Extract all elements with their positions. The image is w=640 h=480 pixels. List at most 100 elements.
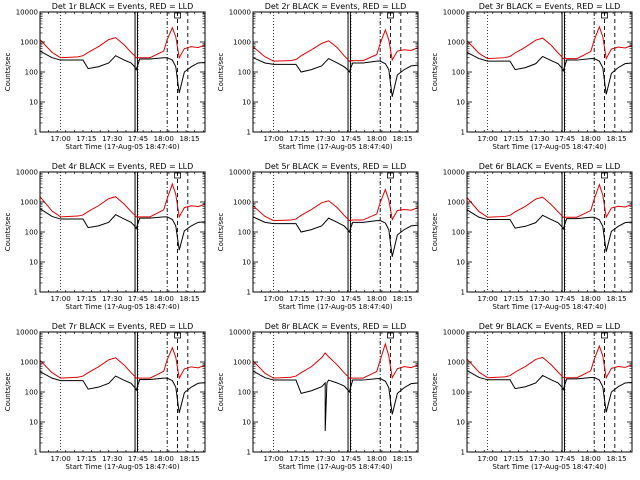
y-tick-label: 10000 [16, 9, 38, 17]
y-axis-label: Counts/sec [4, 213, 12, 252]
y-tick-label: 10 [242, 259, 251, 267]
panel-title: Det 7r BLACK = Events, RED = LLD [52, 322, 194, 331]
lld-series-line [252, 188, 419, 222]
y-tick-label: 10000 [16, 169, 38, 177]
plot-frame [466, 11, 633, 133]
x-tick-label: 17:30 [102, 135, 122, 143]
y-tick-label: 10000 [229, 169, 251, 177]
plot-frame [39, 331, 206, 453]
panel-title: Det 2r BLACK = Events, RED = LLD [265, 2, 407, 11]
y-tick-label: 10000 [229, 329, 251, 337]
panel-title: Det 9r BLACK = Events, RED = LLD [479, 322, 621, 331]
y-tick-label: 10 [242, 419, 251, 427]
y-tick-label: 1000 [20, 39, 38, 47]
x-axis-label: Start Time (17-Aug-05 18:47:40) [492, 463, 606, 471]
y-axis-label: Counts/sec [4, 53, 12, 92]
x-axis-label: Start Time (17-Aug-05 18:47:40) [278, 143, 392, 151]
x-tick-label: 17:00 [264, 455, 284, 463]
panel-title: Det 1r BLACK = Events, RED = LLD [52, 2, 194, 11]
x-tick-label: 17:30 [102, 455, 122, 463]
events-series-line [466, 209, 633, 252]
x-tick-label: 18:00 [367, 455, 387, 463]
detector-panel: Det 5r BLACK = Events, RED = LLD 1 10 100 10… [217, 162, 419, 311]
x-tick-label: 17:30 [529, 455, 549, 463]
x-axis-label: Start Time (17-Aug-05 18:47:40) [492, 143, 606, 151]
plot-frame [466, 171, 633, 293]
y-tick-label: 100 [25, 389, 38, 397]
x-tick-label: 17:15 [289, 455, 309, 463]
detector-panel: Det 4r BLACK = Events, RED = LLD 1 10 100 10… [4, 162, 206, 311]
lld-series-line [252, 342, 419, 380]
y-tick-label: 1000 [20, 359, 38, 367]
x-tick-label: 17:15 [76, 295, 96, 303]
x-tick-label: 18:15 [392, 135, 412, 143]
plot-frame [39, 171, 206, 293]
y-tick-label: 1000 [233, 359, 251, 367]
detector-panel: Det 6r BLACK = Events, RED = LLD 1 10 100 10… [431, 162, 633, 311]
x-tick-label: 18:00 [154, 295, 174, 303]
x-tick-label: 18:15 [606, 295, 626, 303]
y-tick-label: 10 [242, 99, 251, 107]
panel-title: Det 8r BLACK = Events, RED = LLD [265, 322, 407, 331]
y-axis-label: Counts/sec [431, 213, 439, 252]
x-tick-label: 17:15 [76, 455, 96, 463]
y-tick-label: 100 [238, 389, 251, 397]
x-tick-label: 18:00 [154, 135, 174, 143]
events-series-line [252, 216, 419, 257]
panel-title: Det 4r BLACK = Events, RED = LLD [52, 162, 194, 171]
y-tick-label: 1 [461, 449, 465, 457]
x-tick-label: 17:45 [128, 135, 148, 143]
events-series-line [39, 208, 206, 251]
events-series-line [466, 51, 633, 95]
panel-title: Det 6r BLACK = Events, RED = LLD [479, 162, 621, 171]
detector-panel: Det 8r BLACK = Events, RED = LLD 1 10 100 10… [217, 322, 419, 471]
x-tick-label: 17:45 [341, 135, 361, 143]
x-tick-label: 17:15 [289, 135, 309, 143]
y-tick-label: 100 [238, 229, 251, 237]
x-tick-label: 18:15 [606, 135, 626, 143]
lld-series-line [39, 182, 206, 219]
y-tick-label: 10 [456, 99, 465, 107]
x-tick-label: 17:45 [555, 455, 575, 463]
y-axis-label: Counts/sec [217, 373, 225, 412]
x-tick-label: 17:45 [128, 295, 148, 303]
x-tick-label: 18:00 [581, 455, 601, 463]
x-tick-label: 17:00 [478, 135, 498, 143]
x-tick-label: 17:15 [503, 295, 523, 303]
y-tick-label: 10 [456, 259, 465, 267]
x-tick-label: 17:45 [555, 135, 575, 143]
x-tick-label: 17:00 [478, 455, 498, 463]
panel-title: Det 5r BLACK = Events, RED = LLD [265, 162, 407, 171]
detector-panel: Det 2r BLACK = Events, RED = LLD 1 10 100 10… [217, 2, 419, 151]
x-axis-label: Start Time (17-Aug-05 18:47:40) [65, 303, 179, 311]
y-tick-label: 1 [461, 129, 465, 137]
y-tick-label: 10000 [16, 329, 38, 337]
lld-series-line [466, 344, 633, 380]
x-tick-label: 17:15 [503, 455, 523, 463]
y-axis-label: Counts/sec [431, 53, 439, 92]
plot-frame [252, 171, 419, 293]
panel-title: Det 3r BLACK = Events, RED = LLD [479, 2, 621, 11]
y-tick-label: 1000 [447, 359, 465, 367]
y-axis-label: Counts/sec [431, 373, 439, 412]
x-tick-label: 17:00 [51, 135, 71, 143]
events-series-line [39, 371, 206, 414]
events-series-line [466, 370, 633, 413]
y-tick-label: 1 [247, 449, 251, 457]
y-tick-label: 100 [25, 229, 38, 237]
x-tick-label: 18:15 [179, 455, 199, 463]
y-tick-label: 10000 [443, 9, 465, 17]
y-tick-label: 1 [247, 129, 251, 137]
x-axis-label: Start Time (17-Aug-05 18:47:40) [65, 463, 179, 471]
y-tick-label: 100 [452, 229, 465, 237]
x-tick-label: 18:15 [392, 295, 412, 303]
y-tick-label: 100 [452, 69, 465, 77]
y-tick-label: 10000 [443, 329, 465, 337]
x-tick-label: 17:15 [289, 295, 309, 303]
x-tick-label: 18:15 [179, 295, 199, 303]
detector-panel: Det 3r BLACK = Events, RED = LLD 1 10 100 10… [431, 2, 633, 151]
y-axis-label: Counts/sec [217, 53, 225, 92]
plot-frame [252, 331, 419, 453]
